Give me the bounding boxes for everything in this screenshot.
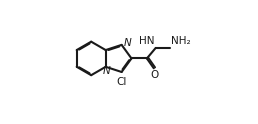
Text: N: N: [124, 38, 131, 48]
Text: HN: HN: [139, 36, 155, 46]
Text: NH₂: NH₂: [172, 36, 191, 46]
Text: Cl: Cl: [116, 77, 127, 87]
Text: N: N: [103, 66, 111, 77]
Text: O: O: [150, 70, 158, 80]
